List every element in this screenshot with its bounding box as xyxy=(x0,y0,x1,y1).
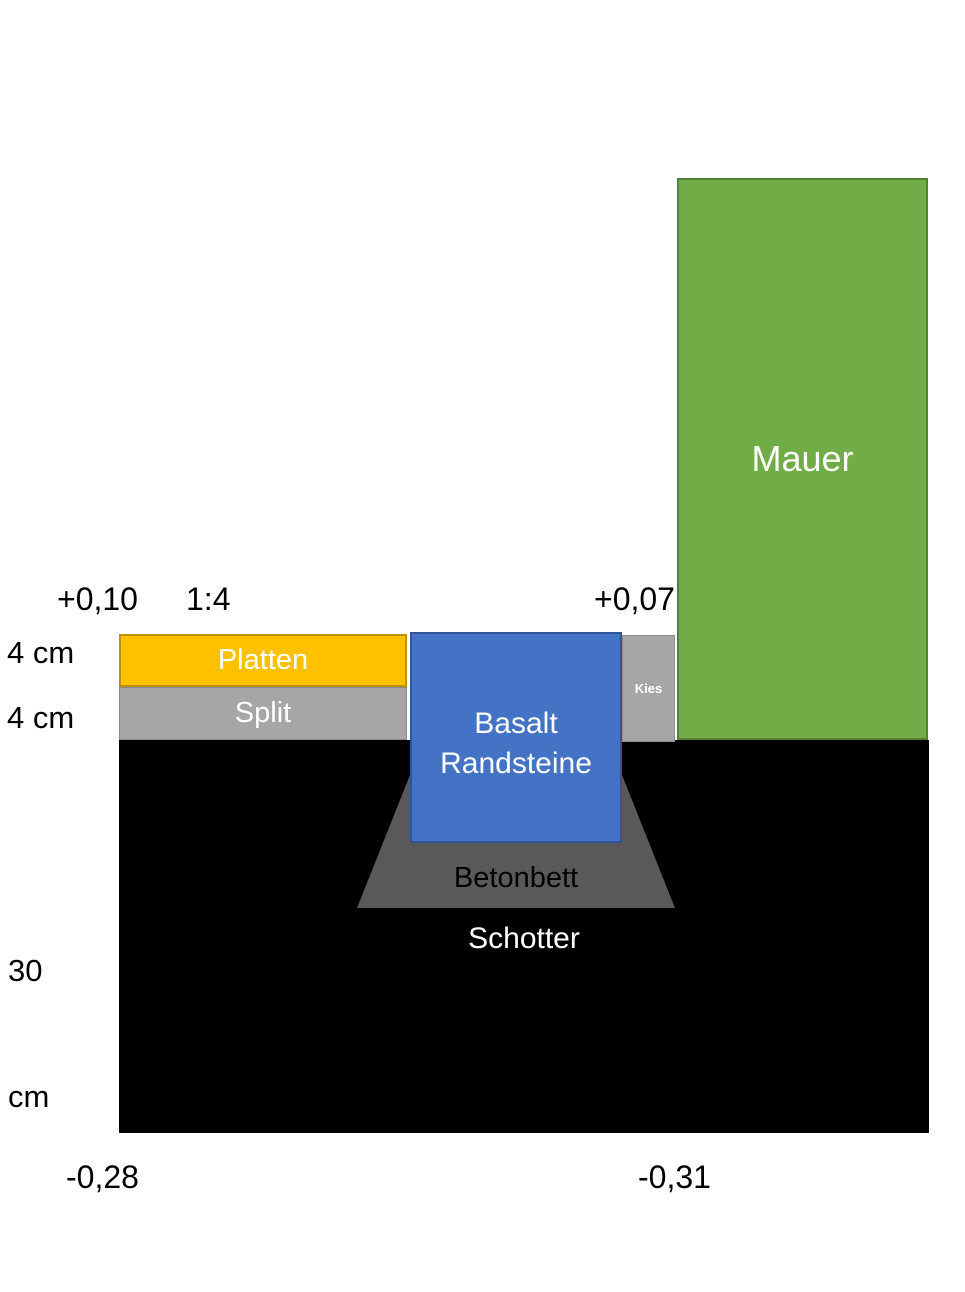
betonbett-label: Betonbett xyxy=(453,862,579,894)
mauer-label: Mauer xyxy=(751,438,854,479)
elevation-top-right-label: +0,07 xyxy=(594,581,675,617)
schotter-depth-unit: cm xyxy=(8,1079,50,1114)
kies-box: Kies xyxy=(622,635,675,742)
schotter-depth-value: 30 xyxy=(8,953,43,988)
elevation-bottom-right-label: -0,31 xyxy=(638,1159,711,1195)
elevation-bottom-left-label: -0,28 xyxy=(66,1159,139,1195)
split-box: Split xyxy=(119,687,407,740)
kies-label: Kies xyxy=(634,681,663,696)
basalt-label-line2: Randsteine xyxy=(440,746,592,780)
basalt-randsteine-box: Basalt Randsteine xyxy=(410,632,622,843)
basalt-label-line1: Basalt xyxy=(474,706,558,740)
mauer-box: Mauer xyxy=(677,178,928,740)
schotter-label: Schotter xyxy=(468,922,580,955)
schotter-depth-label: 30 cm xyxy=(8,866,49,1202)
slope-ratio-label: 1:4 xyxy=(186,581,231,617)
elevation-top-left-label: +0,10 xyxy=(57,581,138,617)
split-label: Split xyxy=(234,697,292,729)
platten-box: Platten xyxy=(119,634,407,687)
platten-label: Platten xyxy=(217,644,309,676)
split-thickness-label: 4 cm xyxy=(7,700,75,735)
platten-thickness-label: 4 cm xyxy=(7,635,75,670)
